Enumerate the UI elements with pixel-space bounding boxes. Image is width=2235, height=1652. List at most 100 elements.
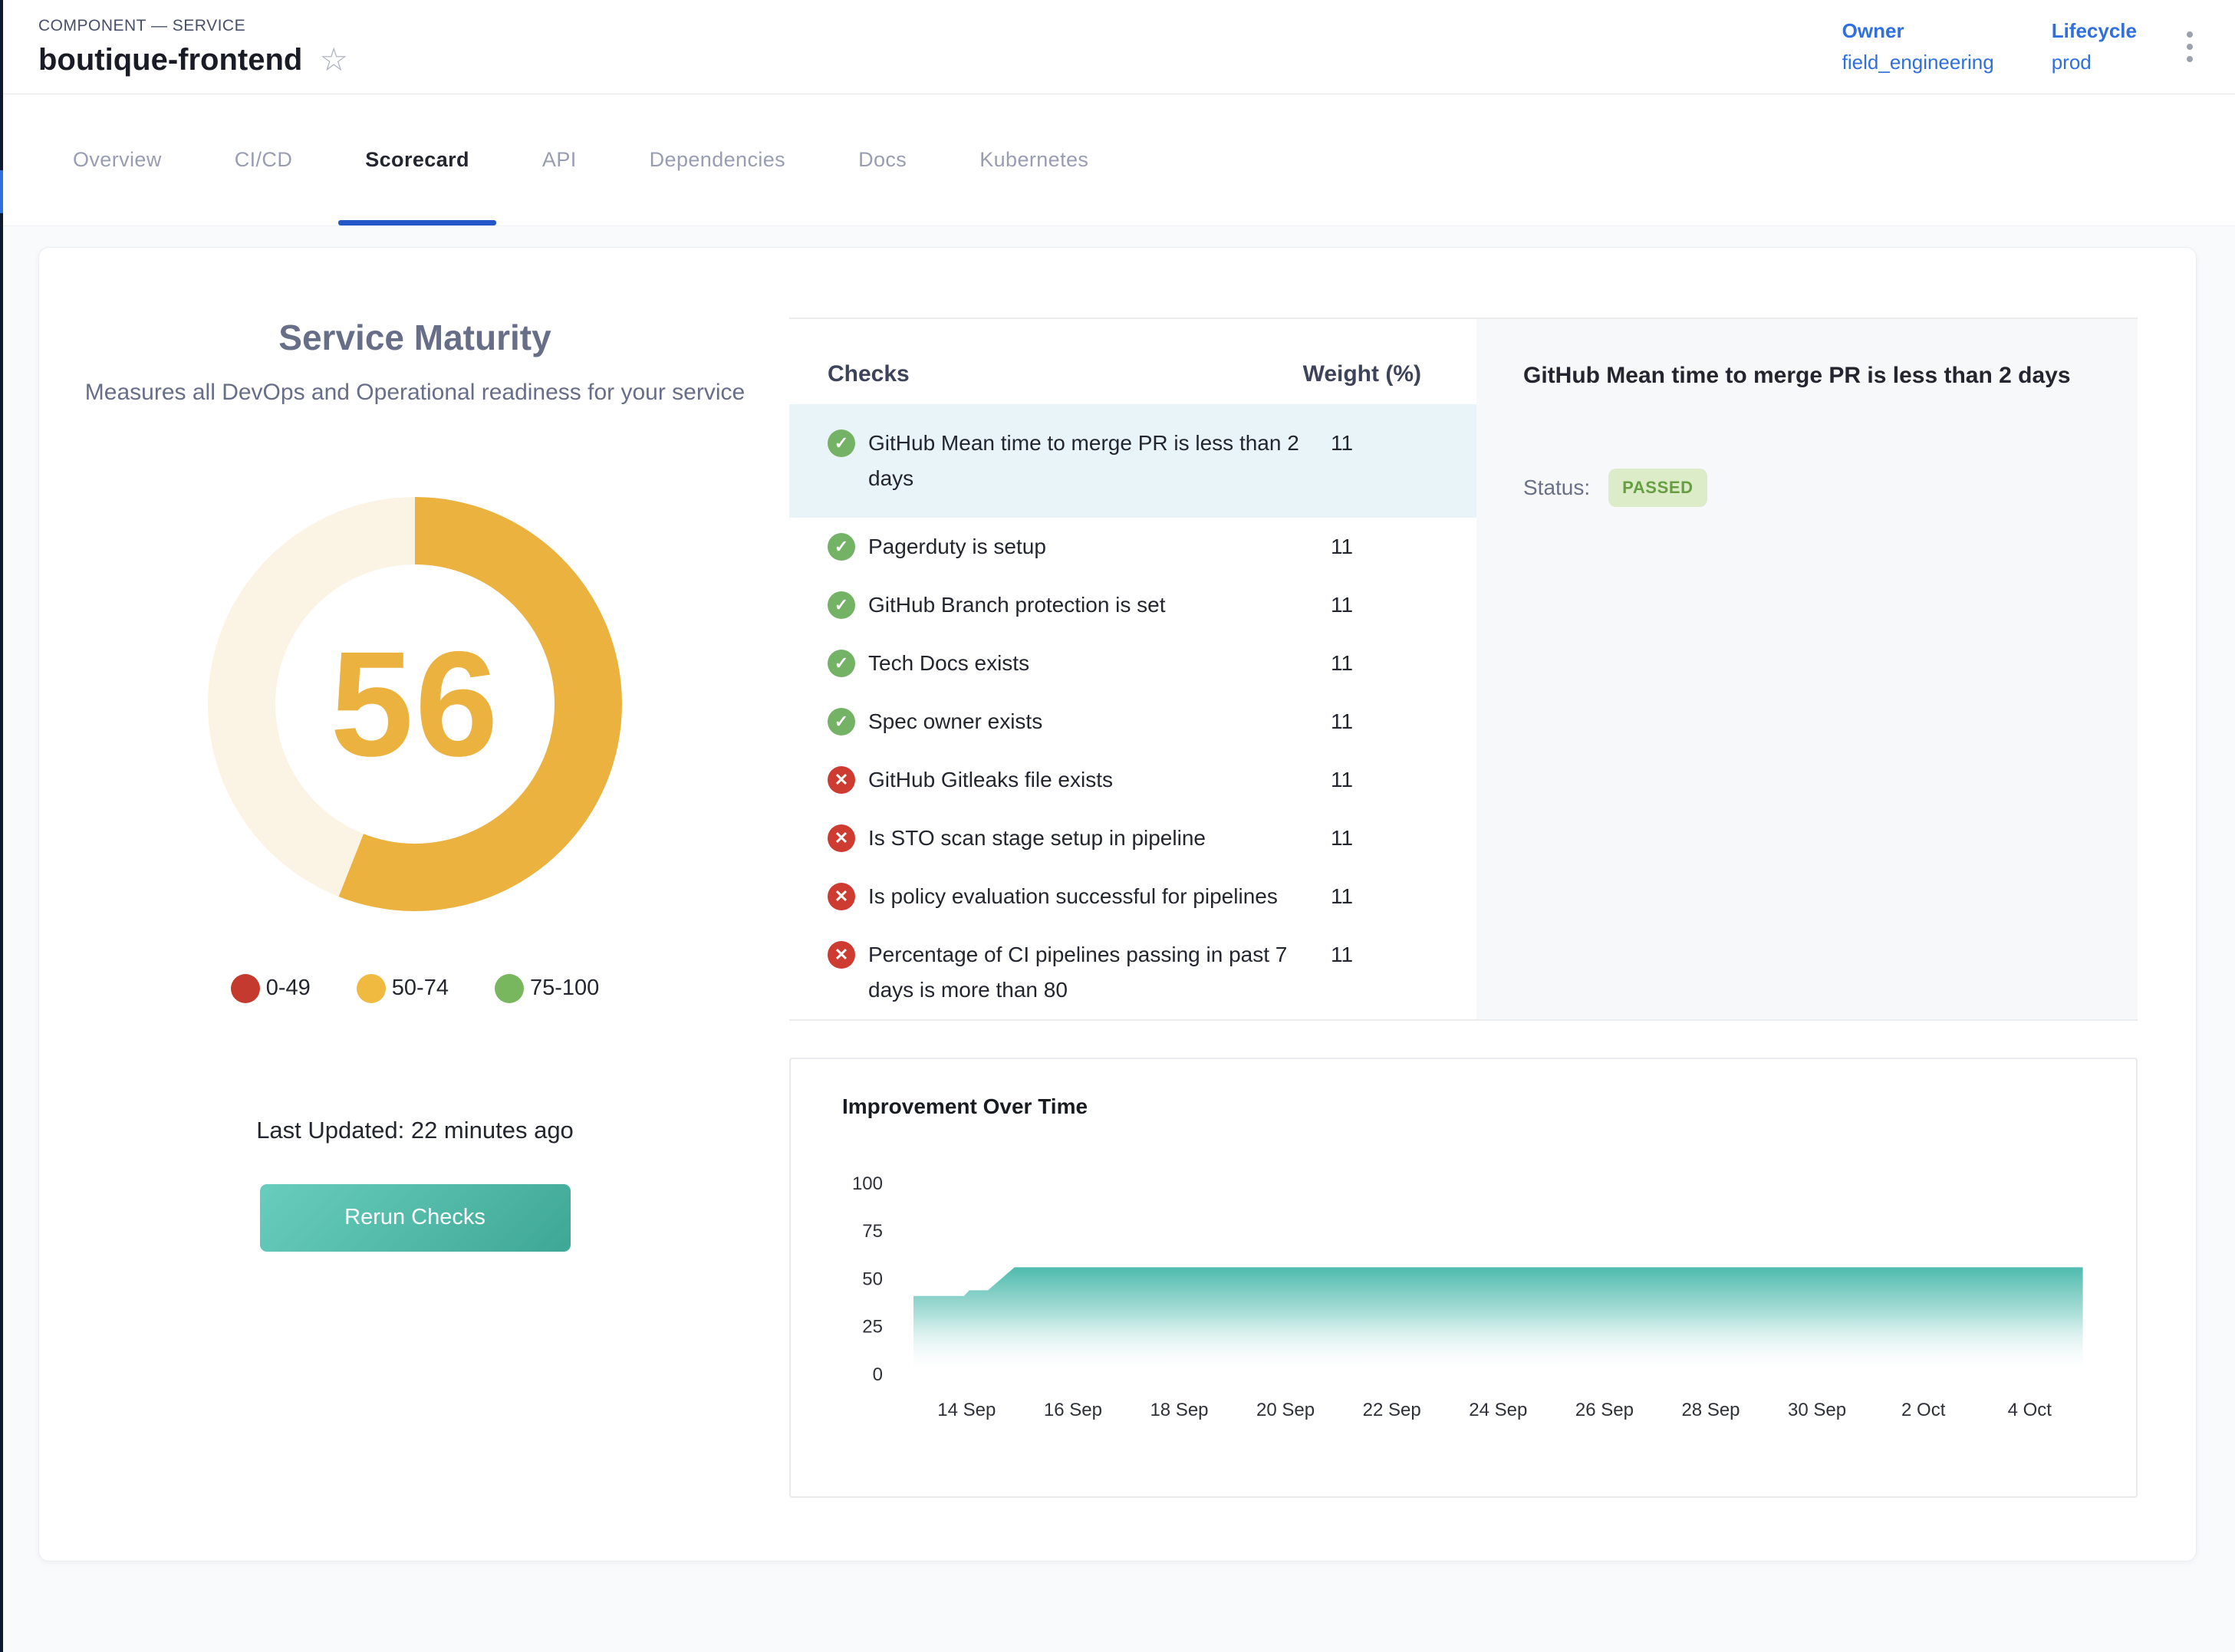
legend-item-50-74: 50-74 [356,973,449,1003]
last-updated-text: Last Updated: 22 minutes ago [256,1116,574,1144]
check-row[interactable]: ✓ Pagerduty is setup 11 [789,518,1476,576]
checks-column-header: Checks [828,361,910,387]
y-axis-tick: 100 [852,1173,883,1194]
chart-title: Improvement Over Time [842,1094,1088,1118]
tab-docs[interactable]: Docs [858,148,907,171]
check-label: GitHub Branch protection is set [868,593,1166,617]
weight-column-header: Weight (%) [1302,361,1421,387]
check-row[interactable]: ✓ GitHub Mean time to merge PR is less th… [789,404,1476,518]
legend-dot [356,973,386,1003]
score-value: 56 [330,620,500,788]
scorecard-card: Service Maturity Measures all DevOps and… [38,247,2197,1562]
x-axis-tick: 16 Sep [1044,1400,1102,1420]
check-weight: 11 [1331,884,1354,908]
y-axis-tick: 25 [862,1317,883,1338]
page-title: boutique-frontend [38,42,303,77]
check-label: GitHub Gitleaks file exists [868,768,1113,791]
check-row[interactable]: ✕ Is STO scan stage setup in pipeline 11 [789,809,1476,867]
check-weight: 11 [1331,709,1354,733]
checks-region: Checks Weight (%) ✓ GitHub Mean time to m… [789,318,2138,1498]
check-label: GitHub Mean time to merge PR is less tha… [868,431,1299,490]
check-failed-icon: ✕ [828,766,855,794]
status-badge: PASSED [1608,469,1707,507]
check-row[interactable]: ✕ Percentage of CI pipelines passing in p… [789,926,1476,1019]
improvement-area-chart: 100 75 50 25 0 14 Sep 16 Sep 18 Sep 20 Sep 22 Sep… [852,1173,2083,1420]
check-detail-title: GitHub Mean time to merge PR is less tha… [1523,363,2071,388]
x-axis-tick: 18 Sep [1150,1400,1208,1420]
check-row[interactable]: ✓ Spec owner exists 11 [789,693,1476,751]
check-detail-panel: GitHub Mean time to merge PR is less tha… [1476,319,2138,1019]
x-axis-tick: 2 Oct [1901,1400,1946,1420]
lifecycle-label: Lifecycle [2051,19,2137,42]
check-passed-icon: ✓ [828,591,855,619]
score-gauge: 56 [208,496,622,911]
x-axis-tick: 20 Sep [1256,1400,1315,1420]
check-weight: 11 [1331,651,1354,675]
y-axis-tick: 75 [862,1221,883,1242]
check-passed-icon: ✓ [828,650,855,677]
tab-kubernetes[interactable]: Kubernetes [979,148,1089,171]
tab-ci-cd[interactable]: CI/CD [234,148,293,171]
x-axis-tick: 28 Sep [1681,1400,1740,1420]
legend-item-0-49: 0-49 [230,973,311,1003]
entity-tabs: Overview CI/CD Scorecard API Dependencies Doc… [0,94,2235,226]
check-failed-icon: ✕ [828,883,855,910]
x-axis-tick: 4 Oct [2008,1400,2052,1420]
check-label: Is STO scan stage setup in pipeline [868,826,1206,850]
check-label: Pagerduty is setup [868,535,1046,558]
lifecycle-value: prod [2051,51,2092,74]
check-row[interactable]: ✕ Is policy evaluation successful for pip… [789,867,1476,926]
x-axis-tick: 30 Sep [1788,1400,1846,1420]
owner-label: Owner [1842,19,1904,42]
maturity-summary: Service Maturity Measures all DevOps and… [39,248,791,1252]
legend-range-label: 50-74 [391,976,449,1000]
more-options-icon[interactable] [2179,24,2200,70]
check-label: Is policy evaluation successful for pipe… [868,884,1278,908]
checks-list-panel: Checks Weight (%) ✓ GitHub Mean time to m… [789,319,1476,1019]
rerun-checks-button[interactable]: Rerun Checks [259,1183,571,1252]
check-passed-icon: ✓ [828,533,855,561]
legend-range-label: 0-49 [265,976,311,1000]
favorite-star-icon[interactable]: ☆ [319,41,349,77]
check-weight: 11 [1331,943,1354,966]
check-failed-icon: ✕ [828,941,855,969]
check-weight: 11 [1331,593,1354,617]
collapsed-sidebar[interactable] [0,0,3,1652]
check-failed-icon: ✕ [828,824,855,852]
scorecard-subtitle: Measures all DevOps and Operational read… [84,380,746,405]
sidebar-active-indicator [0,170,3,213]
entity-header: COMPONENT — SERVICE boutique-frontend ☆ … [0,0,2235,94]
x-axis-tick: 22 Sep [1363,1400,1421,1420]
check-weight: 11 [1331,826,1354,850]
owner-link[interactable]: field_engineering [1842,51,1994,74]
check-row[interactable]: ✓ Tech Docs exists 11 [789,634,1476,693]
tab-dependencies[interactable]: Dependencies [649,148,786,171]
check-weight: 11 [1331,431,1354,455]
y-axis-tick: 50 [862,1269,883,1289]
x-axis-tick: 14 Sep [937,1400,996,1420]
owner-block: Owner field_engineering [1842,19,1994,74]
legend-range-label: 75-100 [529,976,600,1000]
check-row[interactable]: ✕ GitHub Gitleaks file exists 11 [789,751,1476,809]
tab-api[interactable]: API [541,148,577,171]
check-passed-icon: ✓ [828,708,855,736]
scorecard-page: Service Maturity Measures all DevOps and… [0,226,2235,1652]
tab-overview[interactable]: Overview [73,148,162,171]
check-passed-icon: ✓ [828,429,855,457]
entity-kind-breadcrumb: COMPONENT — SERVICE [38,16,246,35]
x-axis-tick: 24 Sep [1469,1400,1527,1420]
score-legend: 0-49 50-74 75-100 [39,973,791,1003]
check-row[interactable]: ✓ GitHub Branch protection is set 11 [789,576,1476,634]
improvement-chart-panel: Improvement Over Time 100 75 50 25 0 14 Sep 16… [789,1058,2138,1498]
legend-dot [230,973,260,1003]
check-weight: 11 [1331,535,1354,558]
check-label: Spec owner exists [868,709,1043,733]
check-weight: 11 [1331,768,1354,791]
legend-item-75-100: 75-100 [494,973,600,1003]
check-label: Percentage of CI pipelines passing in pa… [868,943,1288,1002]
legend-dot [494,973,524,1003]
x-axis-tick: 26 Sep [1575,1400,1634,1420]
check-label: Tech Docs exists [868,651,1030,675]
tab-scorecard[interactable]: Scorecard [338,94,496,225]
area-series [913,1267,2083,1374]
